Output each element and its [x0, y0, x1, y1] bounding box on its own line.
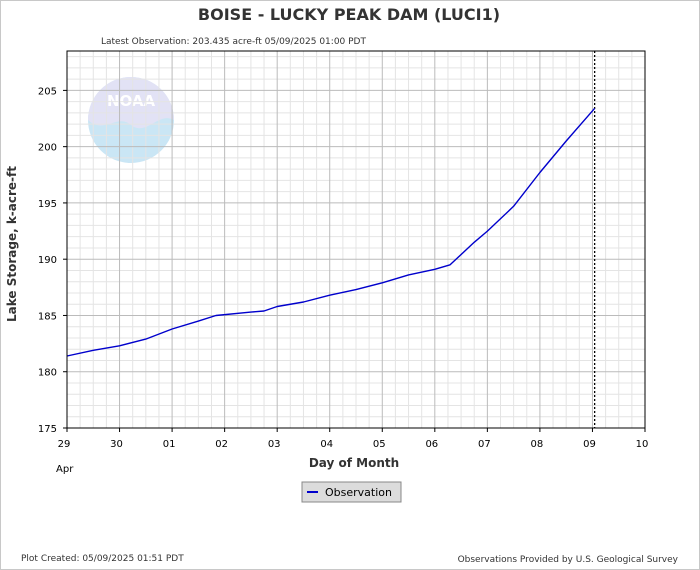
x-tick-label: 05 [373, 439, 386, 450]
y-axis-ticks: 175 180 185 190 195 200 205 [38, 86, 67, 435]
footer-plot-created: Plot Created: 05/09/2025 01:51 PDT [21, 554, 184, 564]
x-tick-label: 10 [636, 439, 649, 450]
legend-label-observation: Observation [325, 486, 392, 499]
series-line-observation [66, 107, 596, 357]
chart-title: BOISE - LUCKY PEAK DAM (LUCI1) [198, 5, 500, 24]
y-axis-title: Lake Storage, k-acre-ft [5, 166, 19, 322]
x-tick-label: 03 [268, 439, 281, 450]
x-tick-label: 08 [531, 439, 544, 450]
y-tick-label: 185 [38, 311, 57, 322]
y-tick-label: 205 [38, 86, 57, 97]
x-tick-label: 29 [58, 439, 71, 450]
y-tick-label: 175 [38, 424, 57, 435]
grid-major [67, 51, 645, 429]
x-axis-ticks: 29 30 01 02 03 04 05 06 07 08 09 10 [58, 428, 649, 450]
noaa-logo: NOAA [88, 77, 174, 163]
x-tick-label: 04 [320, 439, 333, 450]
x-tick-label: 09 [583, 439, 596, 450]
chart-subtitle: Latest Observation: 203.435 acre-ft 05/0… [101, 37, 366, 47]
series-lines [66, 107, 596, 357]
y-tick-label: 200 [38, 143, 57, 154]
x-tick-label: 30 [110, 439, 123, 450]
grid-minor [67, 51, 645, 428]
plot-border [66, 50, 646, 429]
legend-box [301, 481, 402, 503]
x-tick-label: 01 [163, 439, 176, 450]
x-tick-label: 07 [478, 439, 491, 450]
x-tick-label: 02 [215, 439, 228, 450]
footer-source: Observations Provided by U.S. Geological… [458, 555, 679, 565]
legend: Observation [301, 481, 402, 503]
y-tick-label: 195 [38, 199, 57, 210]
noaa-logo-text: NOAA [107, 92, 156, 110]
y-tick-label: 180 [38, 368, 57, 379]
y-tick-label: 190 [38, 255, 57, 266]
x-axis-title: Day of Month [309, 456, 399, 470]
x-tick-label: 06 [425, 439, 438, 450]
x-axis-month-label: Apr [56, 464, 74, 475]
